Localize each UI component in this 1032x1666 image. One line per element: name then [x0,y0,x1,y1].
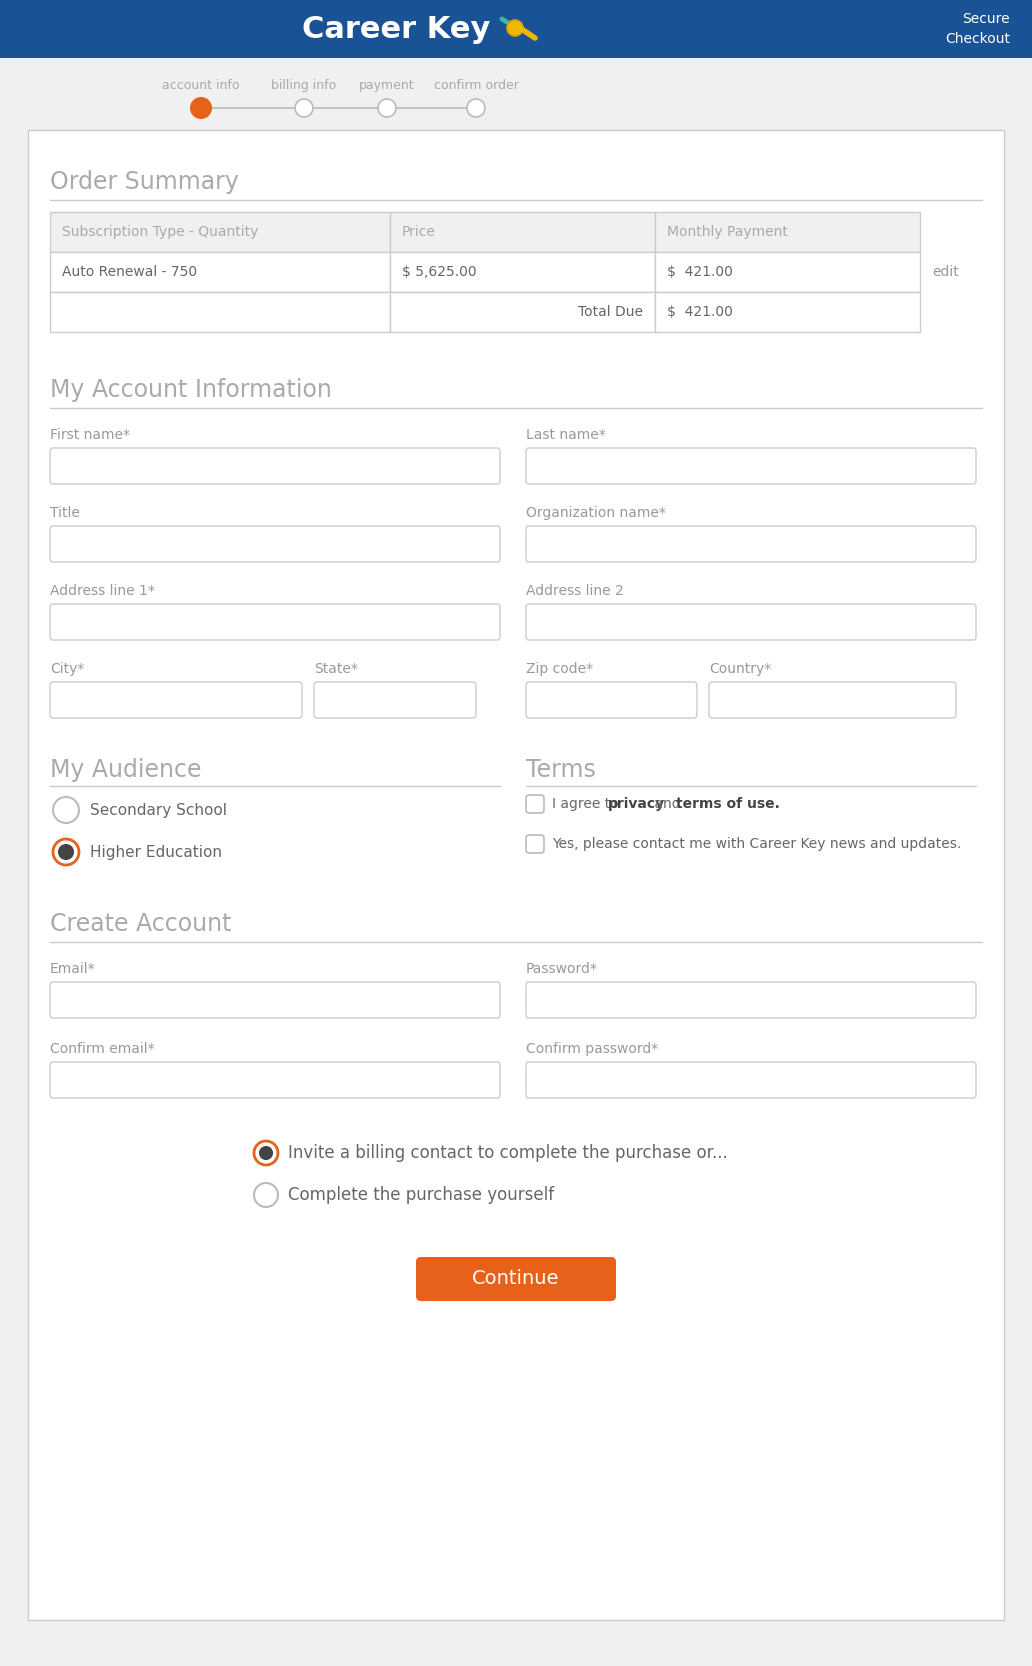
FancyBboxPatch shape [655,292,920,332]
Text: Secure
Checkout: Secure Checkout [945,12,1010,45]
FancyBboxPatch shape [655,212,920,252]
Text: Password*: Password* [526,961,598,976]
Text: My Audience: My Audience [50,758,201,781]
Text: Organization name*: Organization name* [526,506,666,520]
FancyBboxPatch shape [526,605,976,640]
Text: confirm order: confirm order [433,78,518,92]
Text: $  421.00: $ 421.00 [667,305,733,318]
FancyBboxPatch shape [50,212,390,252]
Text: Monthly Payment: Monthly Payment [667,225,787,238]
Text: State*: State* [314,661,358,676]
FancyBboxPatch shape [526,526,976,561]
Text: Order Summary: Order Summary [50,170,238,193]
FancyBboxPatch shape [50,681,302,718]
Text: City*: City* [50,661,85,676]
FancyBboxPatch shape [390,212,655,252]
Text: Continue: Continue [473,1269,559,1288]
FancyBboxPatch shape [50,605,499,640]
Text: Secondary School: Secondary School [90,803,227,818]
FancyBboxPatch shape [526,795,544,813]
FancyBboxPatch shape [50,526,499,561]
Text: and: and [650,796,685,811]
FancyBboxPatch shape [28,130,1004,1619]
Text: $ 5,625.00: $ 5,625.00 [402,265,477,278]
Circle shape [467,98,485,117]
FancyBboxPatch shape [50,1061,499,1098]
FancyBboxPatch shape [0,0,1032,58]
Text: $  421.00: $ 421.00 [667,265,733,278]
Text: account info: account info [162,78,239,92]
Circle shape [53,840,79,865]
Text: edit: edit [932,265,959,278]
FancyBboxPatch shape [526,448,976,485]
Text: billing info: billing info [271,78,336,92]
Text: Price: Price [402,225,436,238]
Text: I agree to: I agree to [552,796,623,811]
Text: terms of use.: terms of use. [676,796,780,811]
Text: Zip code*: Zip code* [526,661,593,676]
Text: Address line 1*: Address line 1* [50,585,155,598]
Text: Create Account: Create Account [50,911,231,936]
Text: Higher Education: Higher Education [90,845,222,860]
FancyBboxPatch shape [50,981,499,1018]
FancyBboxPatch shape [50,292,390,332]
Text: Invite a billing contact to complete the purchase or...: Invite a billing contact to complete the… [288,1145,728,1161]
Text: Title: Title [50,506,79,520]
Circle shape [254,1141,278,1165]
FancyBboxPatch shape [526,1061,976,1098]
Circle shape [254,1183,278,1206]
FancyBboxPatch shape [526,681,697,718]
Text: privacy: privacy [608,796,666,811]
Text: Address line 2: Address line 2 [526,585,623,598]
Text: Country*: Country* [709,661,771,676]
Text: First name*: First name* [50,428,130,441]
Circle shape [260,1146,272,1160]
Circle shape [507,20,523,37]
Circle shape [190,97,212,118]
FancyBboxPatch shape [390,252,655,292]
Text: Total Due: Total Due [578,305,643,318]
Text: Last name*: Last name* [526,428,606,441]
Text: Complete the purchase yourself: Complete the purchase yourself [288,1186,554,1205]
Circle shape [378,98,396,117]
Text: Career Key: Career Key [301,15,490,43]
FancyBboxPatch shape [709,681,956,718]
Text: Email*: Email* [50,961,96,976]
Circle shape [295,98,313,117]
FancyBboxPatch shape [526,981,976,1018]
Text: Terms: Terms [526,758,595,781]
Text: Confirm password*: Confirm password* [526,1041,658,1056]
Circle shape [53,796,79,823]
Text: payment: payment [359,78,415,92]
FancyBboxPatch shape [50,448,499,485]
Text: Confirm email*: Confirm email* [50,1041,155,1056]
Text: Auto Renewal - 750: Auto Renewal - 750 [62,265,197,278]
FancyBboxPatch shape [526,835,544,853]
FancyBboxPatch shape [390,292,655,332]
Text: Yes, please contact me with Career Key news and updates.: Yes, please contact me with Career Key n… [552,836,961,851]
FancyBboxPatch shape [416,1258,616,1301]
FancyBboxPatch shape [314,681,476,718]
FancyBboxPatch shape [655,252,920,292]
FancyBboxPatch shape [50,252,390,292]
Text: My Account Information: My Account Information [50,378,332,402]
Text: Subscription Type - Quantity: Subscription Type - Quantity [62,225,258,238]
Circle shape [59,845,73,860]
